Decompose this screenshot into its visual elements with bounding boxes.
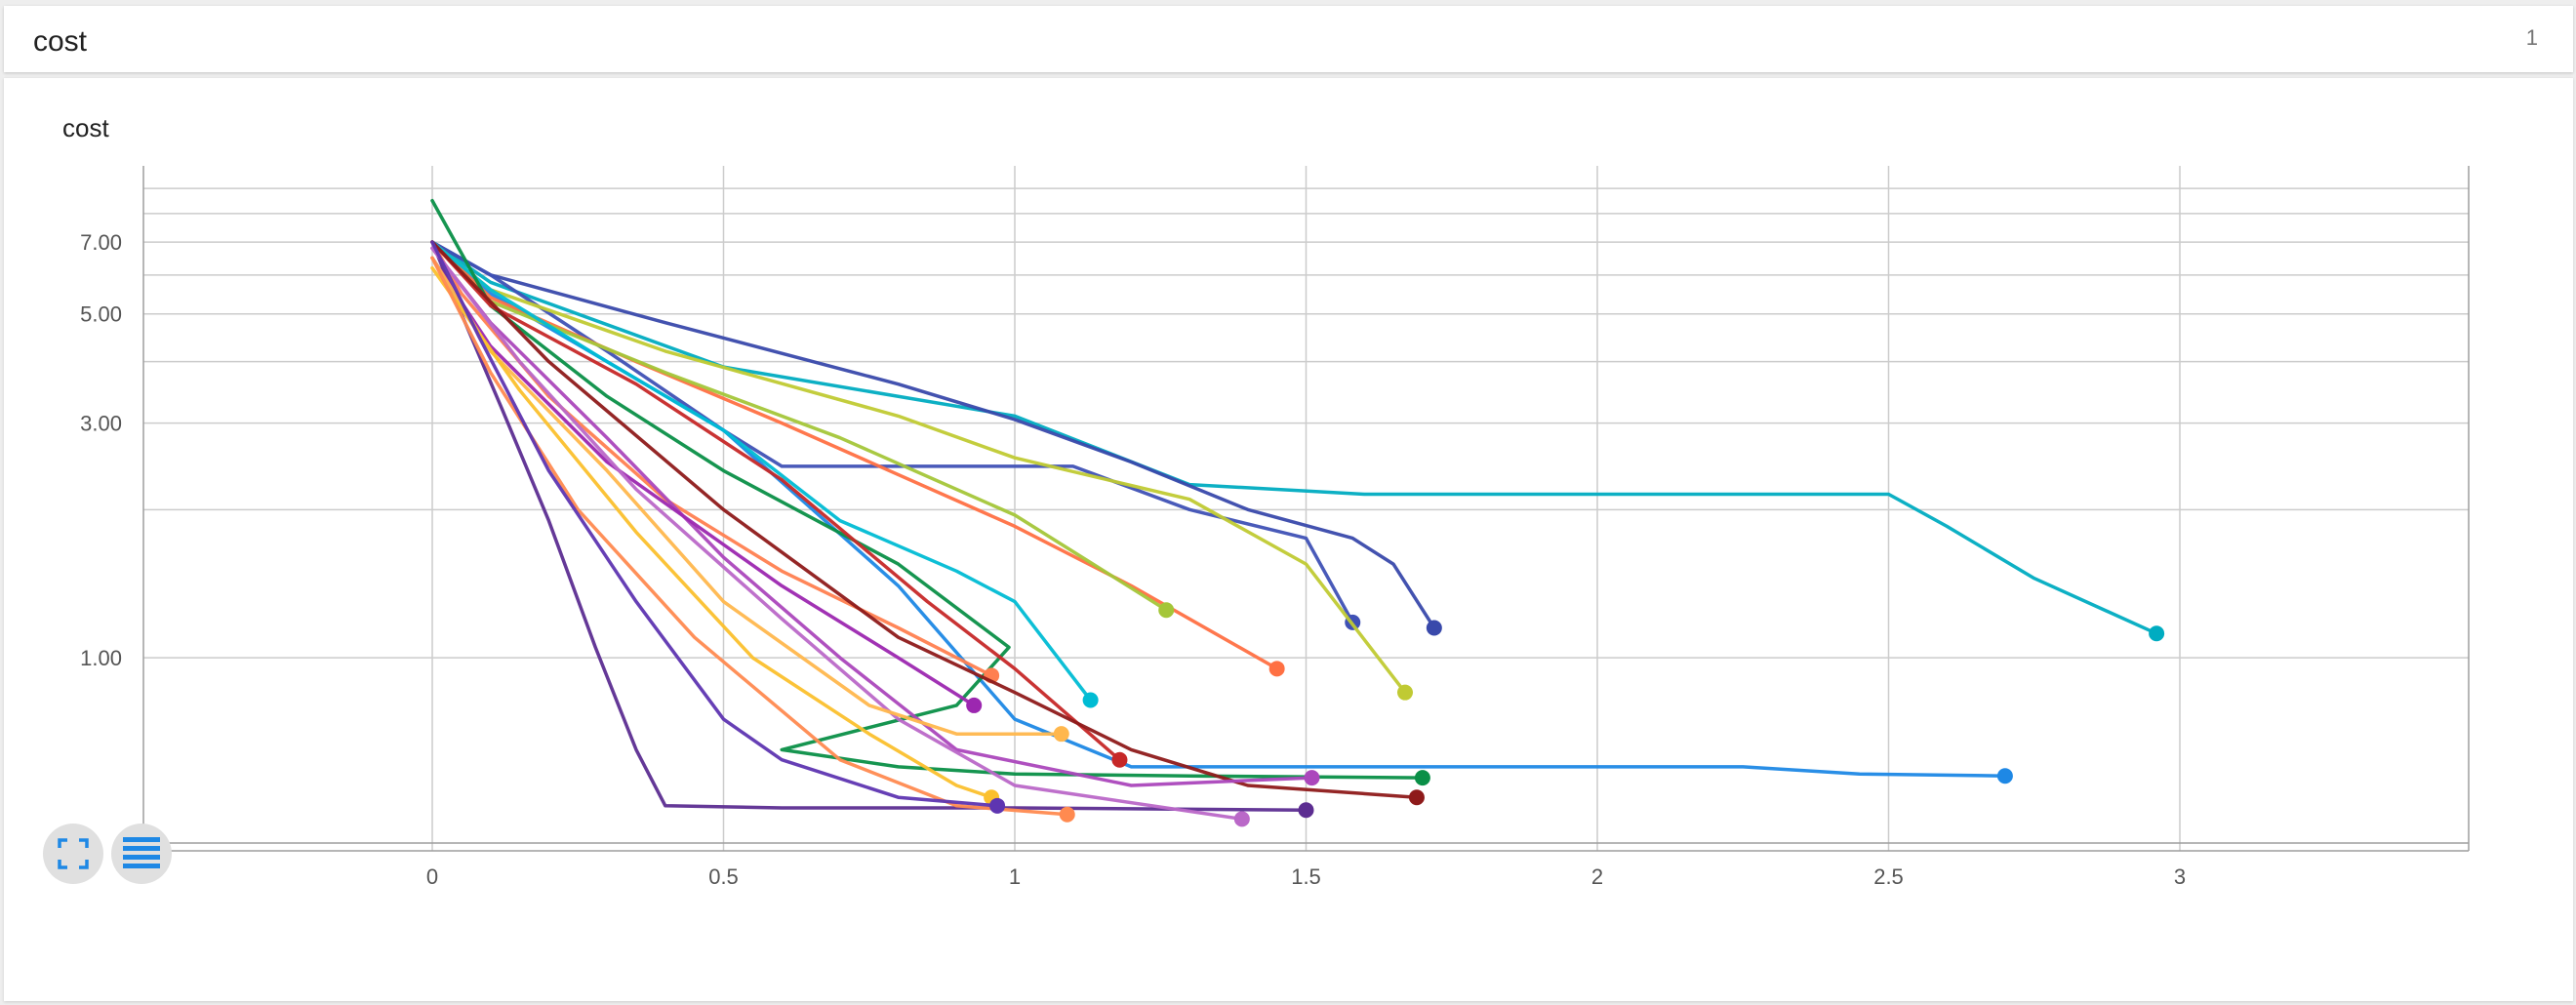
x-tick-label: 0.5 [708, 864, 739, 889]
series-end-point[interactable] [2149, 625, 2165, 642]
y-tick-label: 5.00 [80, 302, 122, 327]
series-line [430, 240, 1122, 762]
series-end-point[interactable] [1158, 602, 1175, 619]
series-end-point[interactable] [1408, 789, 1425, 806]
series-line [430, 246, 1314, 787]
series-end-point[interactable] [1233, 811, 1250, 827]
y-tick-label: 3.00 [80, 412, 122, 436]
series-line [430, 240, 1436, 630]
data-table-icon [123, 837, 160, 868]
series-line [430, 240, 1419, 799]
card-count: 1 [2525, 25, 2538, 50]
series-end-point[interactable] [1414, 770, 1430, 786]
series-line [430, 240, 1407, 695]
series-end-point[interactable] [1053, 726, 1069, 743]
series-line [430, 240, 1279, 671]
series-end-point[interactable] [1396, 684, 1413, 701]
series-end-point[interactable] [1426, 620, 1442, 636]
series-line [430, 240, 1168, 612]
series-line [430, 240, 2158, 636]
series-line [430, 240, 1093, 703]
series-line [430, 256, 976, 707]
x-tick-label: 1 [1009, 864, 1021, 889]
series-line [430, 246, 1244, 822]
x-tick-label: 2.5 [1873, 864, 1904, 889]
series-end-point[interactable] [1298, 802, 1314, 819]
series-end-point[interactable] [1304, 770, 1320, 786]
series-line [430, 240, 1308, 813]
x-tick-label: 3 [2174, 864, 2186, 889]
toggle-data-button[interactable] [111, 824, 172, 884]
chart-title: cost [62, 113, 109, 142]
series-line [430, 256, 1069, 817]
y-tick-label: 1.00 [80, 646, 122, 670]
series-end-point[interactable] [1111, 751, 1128, 768]
card-title: cost [33, 25, 88, 58]
card-header: cost 1 [4, 6, 2573, 72]
series-end-point[interactable] [966, 697, 983, 713]
series-end-point[interactable] [1268, 661, 1285, 677]
series-end-point[interactable] [1059, 806, 1075, 823]
series-end-point[interactable] [1996, 768, 2013, 784]
series-line [430, 265, 993, 799]
x-tick-label: 2 [1591, 864, 1603, 889]
fullscreen-icon [58, 838, 89, 869]
series-end-point[interactable] [1082, 692, 1099, 708]
series-line [430, 240, 999, 808]
x-tick-label: 0 [426, 864, 438, 889]
expand-button[interactable] [43, 824, 103, 884]
y-tick-label: 7.00 [80, 230, 122, 255]
series-line [430, 240, 1355, 624]
x-tick-label: 1.5 [1291, 864, 1321, 889]
series-end-point[interactable] [989, 797, 1006, 814]
